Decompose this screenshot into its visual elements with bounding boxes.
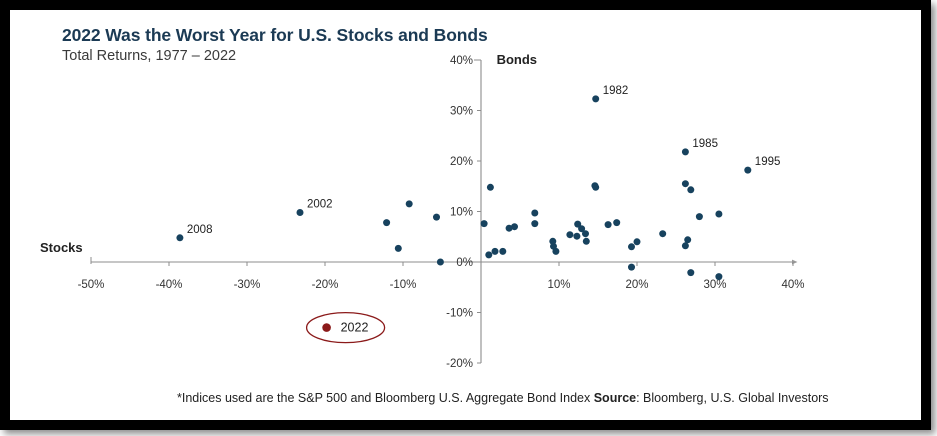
svg-text:1995: 1995 — [755, 156, 781, 168]
svg-text:-20%: -20% — [312, 279, 339, 291]
svg-text:20%: 20% — [625, 279, 648, 291]
svg-text:40%: 40% — [450, 55, 473, 67]
svg-text:2002: 2002 — [307, 199, 333, 211]
svg-text:2022: 2022 — [341, 321, 369, 335]
svg-text:0%: 0% — [456, 257, 473, 269]
svg-text:1985: 1985 — [692, 138, 718, 150]
svg-text:2008: 2008 — [187, 224, 213, 236]
svg-text:Bonds: Bonds — [497, 52, 537, 67]
svg-text:-30%: -30% — [234, 279, 261, 291]
svg-text:30%: 30% — [450, 106, 473, 118]
svg-text:-10%: -10% — [390, 279, 417, 291]
svg-text:-50%: -50% — [78, 279, 105, 291]
svg-text:10%: 10% — [547, 279, 570, 291]
svg-text:-40%: -40% — [156, 279, 183, 291]
svg-text:1982: 1982 — [603, 85, 629, 97]
svg-text:-10%: -10% — [446, 308, 473, 320]
svg-text:10%: 10% — [450, 207, 473, 219]
svg-text:20%: 20% — [450, 156, 473, 168]
svg-text:30%: 30% — [703, 279, 726, 291]
svg-text:40%: 40% — [781, 279, 804, 291]
svg-text:-20%: -20% — [446, 358, 473, 370]
svg-text:Stocks: Stocks — [40, 240, 83, 255]
